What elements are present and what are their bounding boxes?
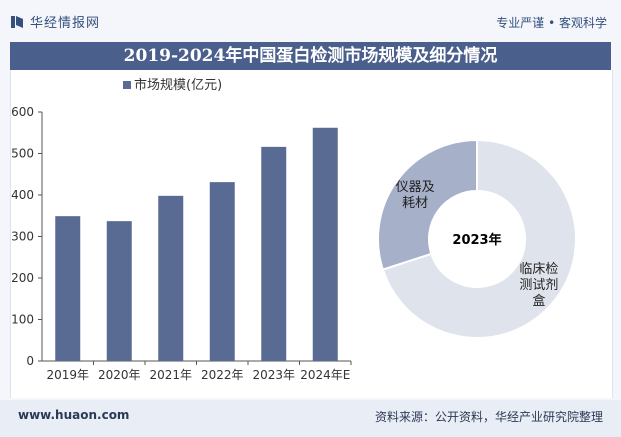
y-tick-label: 300 xyxy=(11,230,34,244)
x-tick-label: 2023年 xyxy=(252,368,295,382)
slogan: 专业严谨 • 客观科学 xyxy=(496,16,607,30)
bar xyxy=(312,127,338,361)
footer-url[interactable]: www.huaon.com xyxy=(18,408,130,422)
donut-slice-label: 临床检 xyxy=(519,262,558,277)
chart-title: 2019-2024年中国蛋白检测市场规模及细分情况 xyxy=(10,42,611,70)
y-tick-label: 600 xyxy=(11,105,34,119)
donut-slice-label: 盒 xyxy=(532,293,545,309)
brand-name: 华经情报网 xyxy=(30,16,101,31)
bar-series xyxy=(55,127,338,361)
bar xyxy=(158,195,184,361)
y-tick-label: 200 xyxy=(11,271,34,285)
bar xyxy=(106,221,132,361)
bar xyxy=(209,182,235,361)
x-axis: 2019年 2020年 2021年 2022年 2023年 2024年E xyxy=(42,360,352,382)
donut-slice-label: 仪器及 xyxy=(396,180,435,195)
y-tick-label: 500 xyxy=(11,147,34,161)
donut-slices xyxy=(377,138,577,339)
donut-center-label: 2023年 xyxy=(452,232,501,248)
top-bar: 华经情报网 专业严谨 • 客观科学 xyxy=(0,0,621,44)
bar xyxy=(55,216,81,361)
y-tick-label: 0 xyxy=(26,354,34,368)
donut-slice-label: 耗材 xyxy=(402,196,428,211)
donut-slice xyxy=(381,138,577,339)
donut-slice xyxy=(377,138,478,271)
legend-label: 市场规模(亿元) xyxy=(134,77,222,93)
brand: 华经情报网 xyxy=(10,12,100,31)
x-tick-label: 2022年 xyxy=(201,368,244,382)
y-axis: 0 100 200 300 400 500 600 xyxy=(11,105,43,368)
y-tick-label: 400 xyxy=(11,188,34,202)
footer-source: 资料来源：公开资料，华经产业研究院整理 xyxy=(374,410,603,424)
x-tick-label: 2021年 xyxy=(149,368,192,382)
footer: www.huaon.com 资料来源：公开资料，华经产业研究院整理 xyxy=(0,400,621,437)
x-tick-label: 2024年E xyxy=(300,368,350,382)
legend-swatch xyxy=(123,81,131,89)
x-tick-label: 2019年 xyxy=(46,368,89,382)
donut-slice-label: 测试剂 xyxy=(519,278,558,293)
bar xyxy=(261,146,287,361)
y-tick-label: 100 xyxy=(11,313,34,327)
x-tick-label: 2020年 xyxy=(98,368,141,382)
brand-logo-icon xyxy=(11,15,23,28)
chart-panel: 市场规模(亿元) 0 100 200 300 400 500 600 2019年 2020年 2… xyxy=(10,70,613,398)
